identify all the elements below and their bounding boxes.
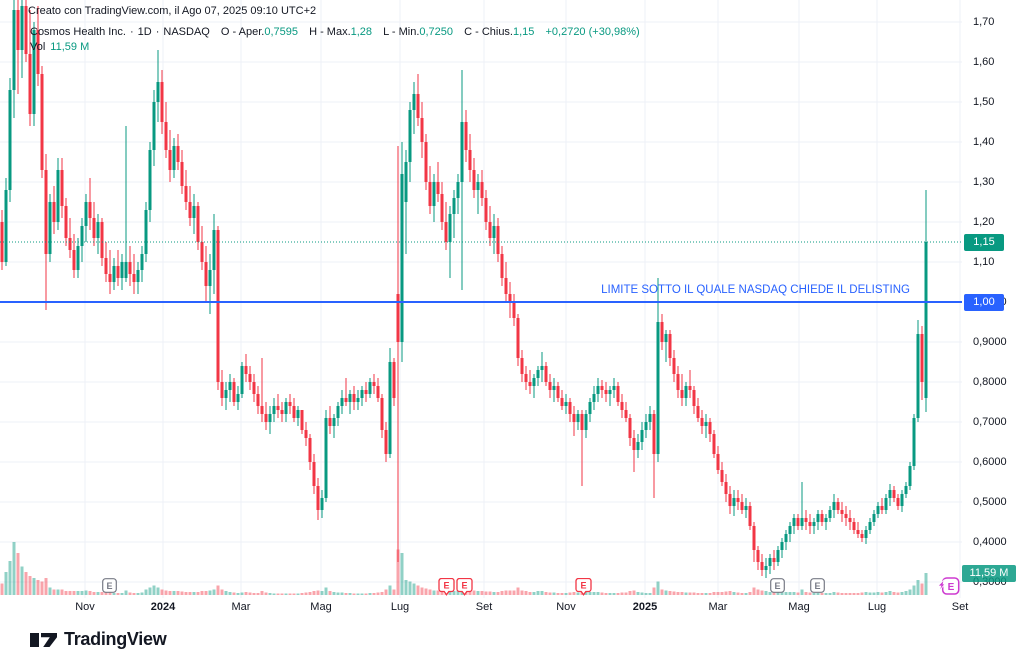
legend-separator: · [129, 26, 134, 38]
high-value: 1,28 [350, 26, 373, 38]
time-axis-label: 2025 [632, 601, 658, 613]
price-axis-label: 1,20 [973, 216, 995, 228]
close-value: 1,15 [513, 26, 535, 38]
current-price-badge: 1,15 [964, 234, 1004, 251]
chart-pane[interactable]: LIMITE SOTTO IL QUALE NASDAQ CHIEDE IL D… [0, 0, 962, 598]
price-axis-label: 0,9000 [973, 336, 1007, 348]
svg-text:E: E [461, 581, 467, 591]
price-axis-label: 1,40 [973, 136, 995, 148]
legend-volume-row: Vol 11,59 M [30, 41, 640, 53]
price-axis-label: 1,60 [973, 56, 995, 68]
earnings-marker-upcoming[interactable]: E [936, 577, 960, 598]
svg-text:E: E [774, 581, 780, 591]
exchange-label: NASDAQ [163, 26, 210, 38]
chart-legend: Cosmos Health Inc. · 1D · NASDAQ O - Aper.0,… [30, 26, 640, 53]
time-axis-label: Nov [556, 601, 576, 613]
volume-label: Vol [30, 41, 46, 53]
legend-separator: · [155, 26, 160, 38]
earnings-marker-past[interactable]: E [809, 578, 825, 598]
candlestick-canvas[interactable] [0, 0, 962, 598]
time-axis-label: 2024 [150, 601, 176, 613]
earnings-marker-past[interactable]: E [769, 578, 785, 598]
change-value: +0,2720 (+30,98%) [545, 26, 640, 38]
price-axis-label: 1,30 [973, 176, 995, 188]
price-axis-label: 0,6000 [973, 456, 1007, 468]
time-axis-label: Set [475, 601, 493, 613]
low-value: 0,7250 [419, 26, 454, 38]
price-axis-label: 1,70 [973, 16, 995, 28]
high-label: H - Max. [309, 26, 351, 38]
attribution-text: Creato con TradingView.com, il Ago 07, 2… [28, 5, 317, 17]
volume-value: 11,59 M [50, 41, 90, 53]
level-price-badge: 1,00 [964, 294, 1004, 311]
open-value: 0,7595 [264, 26, 298, 38]
low-label: L - Min. [383, 26, 420, 38]
earnings-marker-reported[interactable]: E [574, 577, 592, 598]
tradingview-logo-icon [30, 632, 57, 647]
delisting-annotation: LIMITE SOTTO IL QUALE NASDAQ CHIEDE IL D… [601, 284, 910, 296]
svg-text:E: E [948, 582, 955, 593]
svg-text:E: E [443, 581, 449, 591]
svg-text:E: E [580, 581, 586, 591]
open-label: O - Aper. [220, 26, 265, 38]
interval-label[interactable]: 1D [137, 26, 152, 38]
symbol-name[interactable]: Cosmos Health Inc. [30, 26, 126, 38]
earnings-marker-reported[interactable]: E [455, 577, 473, 598]
svg-text:E: E [106, 581, 112, 591]
time-axis-label: Lug [867, 601, 887, 613]
price-axis-label: 0,7000 [973, 416, 1007, 428]
tradingview-logo-text: TradingView [64, 629, 167, 649]
price-axis-label: 0,4000 [973, 536, 1007, 548]
time-axis-label: Lug [390, 601, 410, 613]
earnings-marker-reported[interactable]: E [437, 577, 455, 598]
time-axis-label: Mag [788, 601, 810, 613]
price-axis-label: 1,10 [973, 256, 995, 268]
legend-ohlc-row: Cosmos Health Inc. · 1D · NASDAQ O - Aper.0,… [30, 26, 640, 38]
time-axis-label: Nov [75, 601, 95, 613]
time-axis-label: Mar [231, 601, 251, 613]
earnings-marker-past[interactable]: E [101, 578, 117, 598]
footer: TradingView [0, 618, 1024, 664]
close-label: C - Chius. [464, 26, 513, 38]
volume-badge: 11,59 M [962, 564, 1016, 582]
svg-text:E: E [814, 581, 820, 591]
time-axis-label: Set [951, 601, 969, 613]
price-axis-label: 0,8000 [973, 376, 1007, 388]
price-axis[interactable]: 1,701,601,501,401,301,201,101,00000,9000… [962, 0, 1024, 618]
price-axis-label: 0,5000 [973, 496, 1007, 508]
time-axis-label: Mar [708, 601, 728, 613]
time-axis[interactable]: Nov 2024 Mar Mag Lug Set Nov 2025 Mar Mag Lug Set [0, 598, 1024, 618]
price-axis-label: 1,50 [973, 96, 995, 108]
time-axis-label: Mag [310, 601, 332, 613]
tradingview-logo[interactable]: TradingView [30, 629, 167, 650]
